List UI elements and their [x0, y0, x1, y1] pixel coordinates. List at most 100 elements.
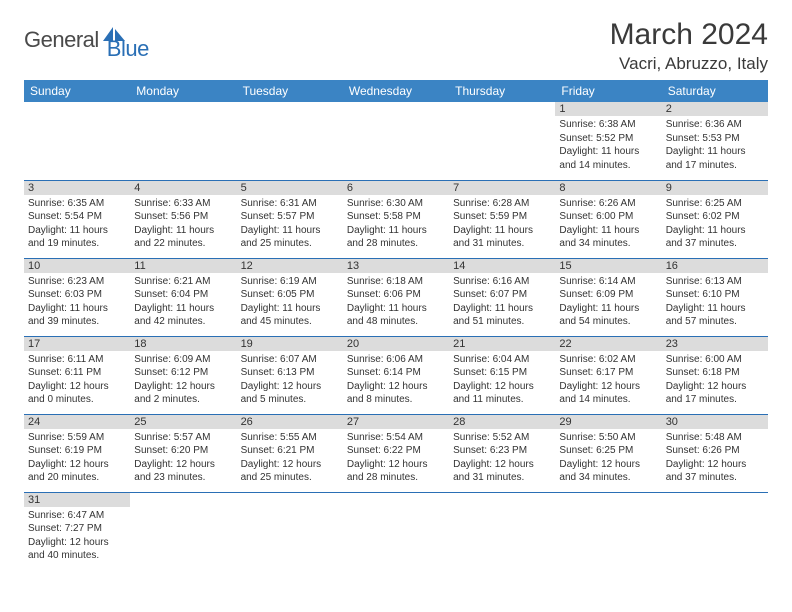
- daylight-line2: and 17 minutes.: [666, 159, 764, 173]
- daylight-line1: Daylight: 12 hours: [134, 380, 232, 394]
- sunrise: Sunrise: 6:02 AM: [559, 353, 657, 367]
- sunset: Sunset: 6:23 PM: [453, 444, 551, 458]
- daylight-line1: Daylight: 12 hours: [347, 458, 445, 472]
- day-cell: [237, 102, 343, 180]
- day-cell: [662, 492, 768, 570]
- daylight-line1: Daylight: 12 hours: [28, 536, 126, 550]
- daylight-line1: Daylight: 12 hours: [347, 380, 445, 394]
- day-cell: 27Sunrise: 5:54 AMSunset: 6:22 PMDayligh…: [343, 414, 449, 492]
- sunrise: Sunrise: 5:59 AM: [28, 431, 126, 445]
- day-details: Sunrise: 6:26 AMSunset: 6:00 PMDaylight:…: [555, 195, 661, 253]
- sunset: Sunset: 6:03 PM: [28, 288, 126, 302]
- day-cell: 1Sunrise: 6:38 AMSunset: 5:52 PMDaylight…: [555, 102, 661, 180]
- day-number: 10: [24, 259, 130, 273]
- daylight-line1: Daylight: 11 hours: [453, 224, 551, 238]
- day-number: 9: [662, 181, 768, 195]
- day-cell: 21Sunrise: 6:04 AMSunset: 6:15 PMDayligh…: [449, 336, 555, 414]
- sunrise: Sunrise: 6:19 AM: [241, 275, 339, 289]
- month-title: March 2024: [610, 18, 768, 52]
- sunset: Sunset: 5:59 PM: [453, 210, 551, 224]
- daylight-line2: and 42 minutes.: [134, 315, 232, 329]
- day-cell: [343, 102, 449, 180]
- daylight-line2: and 28 minutes.: [347, 471, 445, 485]
- day-details: Sunrise: 6:18 AMSunset: 6:06 PMDaylight:…: [343, 273, 449, 331]
- daylight-line2: and 17 minutes.: [666, 393, 764, 407]
- day-details: Sunrise: 6:33 AMSunset: 5:56 PMDaylight:…: [130, 195, 236, 253]
- sunset: Sunset: 6:07 PM: [453, 288, 551, 302]
- day-number: 15: [555, 259, 661, 273]
- day-details: Sunrise: 6:09 AMSunset: 6:12 PMDaylight:…: [130, 351, 236, 409]
- day-header-row: Sunday Monday Tuesday Wednesday Thursday…: [24, 80, 768, 102]
- daylight-line1: Daylight: 11 hours: [559, 145, 657, 159]
- daylight-line1: Daylight: 12 hours: [559, 380, 657, 394]
- day-cell: 25Sunrise: 5:57 AMSunset: 6:20 PMDayligh…: [130, 414, 236, 492]
- daylight-line1: Daylight: 12 hours: [453, 380, 551, 394]
- sunrise: Sunrise: 6:09 AM: [134, 353, 232, 367]
- daylight-line2: and 45 minutes.: [241, 315, 339, 329]
- week-row: 3Sunrise: 6:35 AMSunset: 5:54 PMDaylight…: [24, 180, 768, 258]
- daylight-line1: Daylight: 11 hours: [559, 224, 657, 238]
- day-cell: 16Sunrise: 6:13 AMSunset: 6:10 PMDayligh…: [662, 258, 768, 336]
- daylight-line2: and 0 minutes.: [28, 393, 126, 407]
- sunrise: Sunrise: 6:25 AM: [666, 197, 764, 211]
- day-details: Sunrise: 6:06 AMSunset: 6:14 PMDaylight:…: [343, 351, 449, 409]
- daylight-line2: and 54 minutes.: [559, 315, 657, 329]
- calendar-body: 1Sunrise: 6:38 AMSunset: 5:52 PMDaylight…: [24, 102, 768, 570]
- week-row: 17Sunrise: 6:11 AMSunset: 6:11 PMDayligh…: [24, 336, 768, 414]
- sunrise: Sunrise: 6:13 AM: [666, 275, 764, 289]
- daylight-line1: Daylight: 11 hours: [666, 302, 764, 316]
- day-number: 30: [662, 415, 768, 429]
- sunset: Sunset: 6:13 PM: [241, 366, 339, 380]
- day-cell: 4Sunrise: 6:33 AMSunset: 5:56 PMDaylight…: [130, 180, 236, 258]
- daylight-line2: and 34 minutes.: [559, 237, 657, 251]
- day-number: 20: [343, 337, 449, 351]
- day-cell: 8Sunrise: 6:26 AMSunset: 6:00 PMDaylight…: [555, 180, 661, 258]
- day-details: Sunrise: 5:54 AMSunset: 6:22 PMDaylight:…: [343, 429, 449, 487]
- day-cell: 6Sunrise: 6:30 AMSunset: 5:58 PMDaylight…: [343, 180, 449, 258]
- sunset: Sunset: 5:54 PM: [28, 210, 126, 224]
- sunrise: Sunrise: 6:07 AM: [241, 353, 339, 367]
- day-header-fri: Friday: [555, 80, 661, 102]
- day-details: Sunrise: 5:50 AMSunset: 6:25 PMDaylight:…: [555, 429, 661, 487]
- day-cell: 9 Sunrise: 6:25 AMSunset: 6:02 PMDaylight…: [662, 180, 768, 258]
- day-header-wed: Wednesday: [343, 80, 449, 102]
- daylight-line2: and 11 minutes.: [453, 393, 551, 407]
- sunset: Sunset: 6:17 PM: [559, 366, 657, 380]
- sunrise: Sunrise: 6:38 AM: [559, 118, 657, 132]
- sunset: Sunset: 6:14 PM: [347, 366, 445, 380]
- daylight-line1: Daylight: 11 hours: [241, 302, 339, 316]
- daylight-line2: and 5 minutes.: [241, 393, 339, 407]
- day-cell: 26Sunrise: 5:55 AMSunset: 6:21 PMDayligh…: [237, 414, 343, 492]
- day-cell: 15Sunrise: 6:14 AMSunset: 6:09 PMDayligh…: [555, 258, 661, 336]
- day-details: Sunrise: 6:38 AMSunset: 5:52 PMDaylight:…: [555, 116, 661, 174]
- daylight-line2: and 20 minutes.: [28, 471, 126, 485]
- day-cell: 28Sunrise: 5:52 AMSunset: 6:23 PMDayligh…: [449, 414, 555, 492]
- sunrise: Sunrise: 5:54 AM: [347, 431, 445, 445]
- day-number: 7: [449, 181, 555, 195]
- daylight-line1: Daylight: 11 hours: [134, 224, 232, 238]
- daylight-line1: Daylight: 11 hours: [666, 224, 764, 238]
- day-number: 28: [449, 415, 555, 429]
- daylight-line2: and 25 minutes.: [241, 237, 339, 251]
- day-details: Sunrise: 6:07 AMSunset: 6:13 PMDaylight:…: [237, 351, 343, 409]
- daylight-line1: Daylight: 12 hours: [453, 458, 551, 472]
- day-header-sun: Sunday: [24, 80, 130, 102]
- day-number: 14: [449, 259, 555, 273]
- logo-text-general: General: [24, 27, 99, 53]
- sunset: Sunset: 6:02 PM: [666, 210, 764, 224]
- sunrise: Sunrise: 6:47 AM: [28, 509, 126, 523]
- sunset: Sunset: 6:26 PM: [666, 444, 764, 458]
- day-number: 17: [24, 337, 130, 351]
- sunrise: Sunrise: 6:26 AM: [559, 197, 657, 211]
- sunrise: Sunrise: 6:21 AM: [134, 275, 232, 289]
- daylight-line2: and 34 minutes.: [559, 471, 657, 485]
- daylight-line1: Daylight: 11 hours: [453, 302, 551, 316]
- day-details: Sunrise: 6:14 AMSunset: 6:09 PMDaylight:…: [555, 273, 661, 331]
- sunset: Sunset: 6:15 PM: [453, 366, 551, 380]
- day-header-tue: Tuesday: [237, 80, 343, 102]
- daylight-line2: and 8 minutes.: [347, 393, 445, 407]
- week-row: 1Sunrise: 6:38 AMSunset: 5:52 PMDaylight…: [24, 102, 768, 180]
- sunset: Sunset: 5:52 PM: [559, 132, 657, 146]
- location: Vacri, Abruzzo, Italy: [610, 54, 768, 74]
- sunrise: Sunrise: 5:57 AM: [134, 431, 232, 445]
